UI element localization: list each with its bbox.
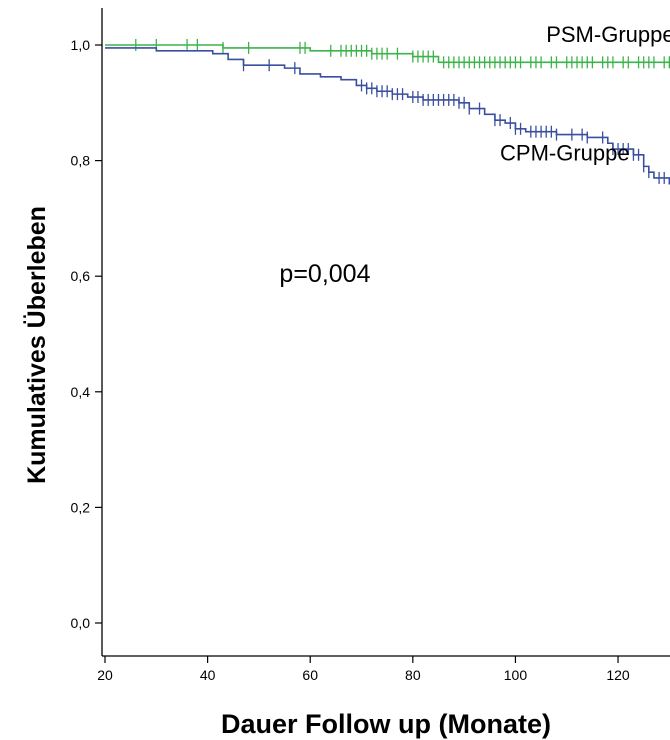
y-tick-label: 0,4 (71, 384, 91, 400)
x-tick-label: 80 (405, 667, 421, 683)
series-line-cpm-gruppe (105, 47, 670, 185)
x-axis-title: Dauer Follow up (Monate) (221, 709, 551, 739)
x-tick-label: 40 (200, 667, 216, 683)
x-tick-label: 100 (504, 667, 528, 683)
plot-lines (105, 39, 670, 185)
series-label: PSM-Gruppe (546, 22, 670, 47)
series-psm-gruppe (105, 39, 670, 69)
x-tick-label: 120 (606, 667, 630, 683)
p-value-annotation: p=0,004 (279, 260, 370, 288)
labels: 0,0 0,2 0,4 0,6 0,8 1,0 20 40 60 80 100 120 Dauer Fo… (22, 22, 670, 739)
series-label: CPM-Gruppe (500, 141, 630, 166)
y-tick-label: 0,6 (71, 268, 91, 284)
y-tick-label: 0,2 (71, 499, 91, 515)
axes (95, 8, 670, 663)
y-tick-label: 0,8 (71, 153, 91, 169)
y-axis-title: Kumulatives Überleben (22, 206, 51, 484)
series-cpm-gruppe (105, 47, 670, 185)
y-tick-label: 0,0 (71, 615, 91, 631)
y-tick-label: 1,0 (71, 37, 91, 53)
x-tick-label: 60 (302, 667, 318, 683)
x-tick-label: 20 (97, 667, 113, 683)
